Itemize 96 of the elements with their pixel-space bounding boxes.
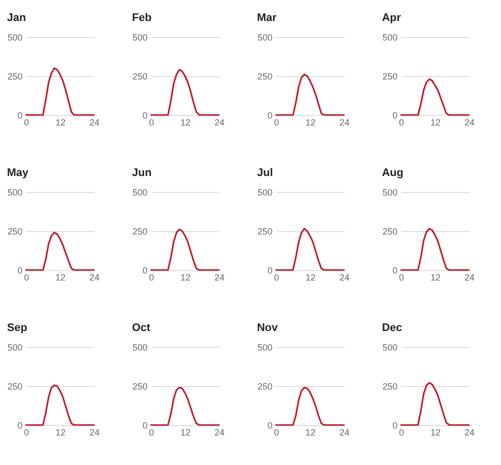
x-tick-label: 24 xyxy=(89,428,100,438)
x-tick-label: 24 xyxy=(464,272,475,282)
y-tick-label: 500 xyxy=(132,32,148,42)
line-series xyxy=(25,232,95,271)
x-tick-label: 12 xyxy=(55,272,66,282)
x-tick-label: 12 xyxy=(180,428,191,438)
line-series xyxy=(400,78,470,116)
x-tick-label: 12 xyxy=(430,118,441,128)
chart-title: Aug xyxy=(382,167,404,179)
chart-title: Mar xyxy=(256,12,278,24)
y-tick-label: 250 xyxy=(7,226,22,236)
x-tick-label: 0 xyxy=(24,118,30,128)
y-tick-label: 0 xyxy=(392,420,398,430)
line-series xyxy=(275,386,345,426)
y-tick-label: 0 xyxy=(392,266,398,276)
x-tick-label: 0 xyxy=(398,272,404,282)
x-tick-label: 12 xyxy=(305,118,316,128)
y-tick-label: 0 xyxy=(17,110,22,120)
y-tick-label: 250 xyxy=(382,382,398,392)
x-tick-label: 0 xyxy=(24,428,30,438)
x-tick-label: 0 xyxy=(148,118,154,128)
x-tick-label: 12 xyxy=(55,428,66,438)
x-tick-label: 12 xyxy=(305,272,316,282)
y-tick-label: 500 xyxy=(132,342,148,352)
x-tick-label: 0 xyxy=(148,428,154,438)
x-tick-label: 24 xyxy=(339,118,350,128)
y-tick-label: 250 xyxy=(382,226,398,236)
y-tick-label: 250 xyxy=(257,72,272,82)
y-tick-label: 250 xyxy=(7,72,22,82)
y-tick-label: 500 xyxy=(257,188,272,198)
y-tick-label: 250 xyxy=(132,226,148,236)
x-tick-label: 0 xyxy=(398,428,404,438)
chart-title: Jul xyxy=(256,167,273,179)
line-series xyxy=(150,68,220,116)
x-tick-label: 0 xyxy=(24,272,30,282)
y-tick-label: 500 xyxy=(382,342,398,352)
chart-title: Sep xyxy=(6,322,28,334)
x-tick-label: 12 xyxy=(55,118,66,128)
y-tick-label: 500 xyxy=(132,188,148,198)
x-tick-label: 0 xyxy=(148,272,154,282)
line-series xyxy=(150,228,220,271)
y-tick-label: 0 xyxy=(17,266,22,276)
x-tick-label: 0 xyxy=(274,272,280,282)
line-series xyxy=(25,67,95,116)
line-series xyxy=(275,228,345,271)
x-tick-label: 24 xyxy=(89,118,100,128)
x-tick-label: 24 xyxy=(339,272,350,282)
y-tick-label: 250 xyxy=(257,226,272,236)
y-tick-label: 0 xyxy=(392,110,398,120)
x-tick-label: 24 xyxy=(89,272,100,282)
x-tick-label: 12 xyxy=(430,272,441,282)
y-tick-label: 0 xyxy=(142,110,148,120)
line-series xyxy=(25,384,95,426)
x-tick-label: 24 xyxy=(214,118,225,128)
line-series xyxy=(275,74,345,116)
y-tick-label: 0 xyxy=(267,420,272,430)
y-tick-label: 500 xyxy=(7,342,22,352)
x-tick-label: 12 xyxy=(180,272,191,282)
y-tick-label: 0 xyxy=(142,420,148,430)
x-tick-label: 0 xyxy=(398,118,404,128)
x-tick-label: 24 xyxy=(339,428,350,438)
chart-title: Oct xyxy=(132,322,151,334)
chart-title: Nov xyxy=(256,322,279,334)
chart-title: Jan xyxy=(6,12,26,24)
x-tick-label: 24 xyxy=(214,428,225,438)
chart-title: Dec xyxy=(382,322,402,334)
y-tick-label: 500 xyxy=(382,32,398,42)
y-tick-label: 500 xyxy=(257,32,272,42)
y-tick-label: 500 xyxy=(7,32,22,42)
chart-title: Apr xyxy=(382,12,402,24)
x-tick-label: 24 xyxy=(214,272,225,282)
y-tick-label: 250 xyxy=(257,382,272,392)
x-tick-label: 12 xyxy=(180,118,191,128)
line-series xyxy=(150,386,220,426)
y-tick-label: 250 xyxy=(132,382,148,392)
y-tick-label: 0 xyxy=(267,266,272,276)
chart-title: Jun xyxy=(132,167,152,179)
x-tick-label: 12 xyxy=(305,428,316,438)
y-tick-label: 0 xyxy=(17,420,22,430)
x-tick-label: 0 xyxy=(274,118,280,128)
y-tick-label: 500 xyxy=(382,188,398,198)
y-tick-label: 0 xyxy=(142,266,148,276)
chart-title: Feb xyxy=(132,12,152,24)
line-series xyxy=(400,382,470,426)
y-tick-label: 500 xyxy=(257,342,272,352)
y-tick-label: 500 xyxy=(7,188,22,198)
x-tick-label: 0 xyxy=(274,428,280,438)
chart-title: May xyxy=(6,167,30,179)
y-tick-label: 250 xyxy=(382,72,398,82)
x-tick-label: 12 xyxy=(430,428,441,438)
y-tick-label: 0 xyxy=(267,110,272,120)
x-tick-label: 24 xyxy=(464,118,475,128)
y-tick-label: 250 xyxy=(132,72,148,82)
x-tick-label: 24 xyxy=(464,428,475,438)
line-series xyxy=(400,228,470,271)
y-tick-label: 250 xyxy=(7,382,22,392)
